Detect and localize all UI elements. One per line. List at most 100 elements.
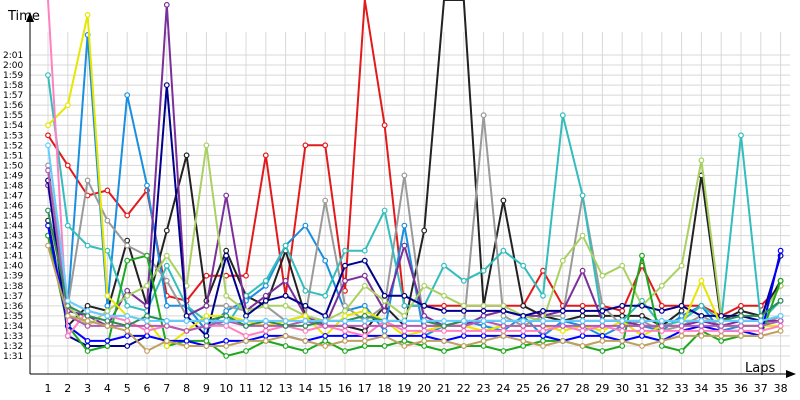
data-point	[500, 302, 507, 309]
data-point	[738, 333, 744, 339]
data-point	[738, 308, 744, 314]
data-point	[658, 282, 665, 289]
data-point	[45, 222, 51, 229]
data-point	[84, 313, 91, 319]
data-point	[460, 343, 467, 349]
data-point	[163, 262, 170, 269]
x-tick-label: 24	[496, 382, 510, 395]
data-point	[342, 318, 348, 324]
data-point	[203, 318, 210, 324]
data-point	[361, 257, 368, 264]
x-tick-label: 30	[615, 382, 629, 395]
x-tick-label: 13	[279, 382, 293, 395]
data-point	[599, 333, 606, 339]
data-point	[599, 323, 606, 329]
data-point	[262, 338, 269, 344]
y-tick-label: 1:52	[3, 141, 23, 151]
data-point	[480, 323, 487, 329]
data-point	[144, 348, 150, 354]
data-point	[520, 343, 527, 349]
data-point	[45, 242, 51, 249]
data-point	[777, 323, 784, 329]
data-point	[282, 292, 289, 299]
x-tick-label: 10	[219, 382, 233, 395]
data-point	[757, 313, 764, 319]
data-point	[658, 302, 665, 309]
data-point	[421, 318, 428, 324]
data-point	[599, 328, 606, 334]
data-point	[223, 292, 230, 299]
data-point	[342, 308, 348, 314]
data-point	[104, 308, 111, 314]
data-point	[282, 318, 289, 324]
data-point	[381, 297, 388, 304]
data-point	[738, 132, 744, 139]
data-point	[619, 308, 626, 314]
data-point	[678, 328, 685, 334]
x-tick-label: 37	[754, 382, 768, 395]
x-tick-label: 25	[516, 382, 530, 395]
data-point	[124, 287, 131, 294]
data-point	[163, 252, 170, 259]
x-tick-label: 36	[734, 382, 748, 395]
data-point	[520, 338, 527, 344]
x-axis-title: Laps	[745, 361, 775, 376]
data-point	[540, 333, 546, 339]
data-point	[401, 318, 408, 324]
x-tick-label: 5	[124, 382, 131, 395]
data-point	[144, 333, 150, 339]
data-point	[559, 318, 566, 324]
data-point	[480, 267, 487, 274]
y-tick-label: 1:33	[3, 332, 23, 342]
data-point	[401, 242, 408, 249]
data-point	[579, 318, 586, 324]
data-point	[322, 338, 329, 344]
data-point	[282, 323, 289, 329]
data-point	[361, 343, 368, 349]
data-point	[540, 318, 546, 324]
data-point	[183, 338, 190, 344]
x-tick-label: 1	[45, 382, 52, 395]
data-point	[480, 343, 487, 349]
y-tick-label: 1:34	[3, 322, 23, 332]
data-point	[579, 192, 586, 199]
data-point	[124, 343, 131, 349]
data-point	[619, 323, 626, 329]
data-point	[619, 318, 626, 324]
data-point	[144, 323, 150, 329]
x-tick-label: 11	[239, 382, 253, 395]
data-point	[223, 308, 230, 314]
data-point	[500, 328, 507, 334]
data-point	[64, 333, 71, 339]
data-point	[619, 302, 626, 309]
data-point	[124, 92, 131, 98]
data-point	[381, 323, 388, 329]
data-point	[401, 333, 408, 339]
data-point	[282, 302, 289, 309]
data-point	[579, 232, 586, 239]
x-tick-label: 9	[203, 382, 210, 395]
y-tick-label: 1:51	[3, 151, 23, 161]
data-point	[559, 112, 566, 119]
y-tick-label: 1:54	[3, 121, 23, 131]
data-point	[342, 328, 348, 334]
data-point	[144, 328, 150, 334]
data-point	[698, 328, 705, 334]
x-tick-label: 21	[437, 382, 451, 395]
y-tick-label: 1:58	[3, 81, 23, 91]
x-tick-label: 4	[104, 382, 111, 395]
y-tick-label: 1:32	[3, 342, 23, 352]
x-tick-label: 33	[675, 382, 689, 395]
data-point	[124, 333, 131, 339]
data-point	[678, 348, 685, 354]
data-point	[203, 302, 210, 309]
data-point	[124, 313, 131, 319]
series-line	[47, 84, 782, 347]
data-point	[460, 277, 467, 284]
data-point	[183, 343, 190, 349]
data-point	[45, 142, 51, 149]
data-point	[163, 338, 170, 344]
data-point	[460, 323, 467, 329]
x-tick-label: 17	[358, 382, 372, 395]
data-point	[678, 318, 685, 324]
